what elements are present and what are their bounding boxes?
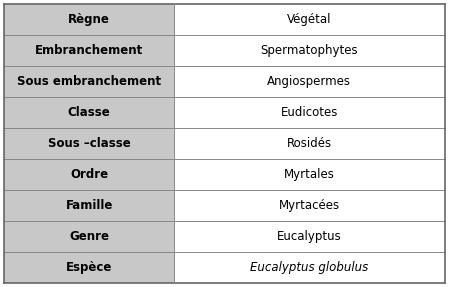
Text: Eucalyptus globulus: Eucalyptus globulus bbox=[250, 261, 368, 274]
Bar bbox=[174, 221, 445, 252]
Bar bbox=[174, 252, 445, 283]
Text: Embranchement: Embranchement bbox=[35, 44, 143, 57]
Bar bbox=[4, 35, 174, 66]
Text: Eudicotes: Eudicotes bbox=[281, 106, 338, 119]
Bar bbox=[4, 128, 174, 159]
Text: Famille: Famille bbox=[66, 199, 113, 212]
Bar bbox=[4, 159, 174, 190]
Text: Règne: Règne bbox=[68, 13, 110, 26]
Text: Espèce: Espèce bbox=[66, 261, 112, 274]
Text: Angiospermes: Angiospermes bbox=[267, 75, 351, 88]
Text: Myrtacées: Myrtacées bbox=[279, 199, 340, 212]
Bar bbox=[174, 4, 445, 35]
Bar bbox=[4, 66, 174, 97]
Bar bbox=[174, 97, 445, 128]
Text: Classe: Classe bbox=[68, 106, 110, 119]
Text: Sous –classe: Sous –classe bbox=[48, 137, 131, 150]
Bar bbox=[4, 221, 174, 252]
Bar bbox=[4, 4, 174, 35]
Bar bbox=[174, 35, 445, 66]
Text: Rosidés: Rosidés bbox=[286, 137, 332, 150]
Text: Eucalyptus: Eucalyptus bbox=[277, 230, 342, 243]
Bar bbox=[174, 128, 445, 159]
Bar bbox=[174, 159, 445, 190]
Text: Ordre: Ordre bbox=[70, 168, 108, 181]
Bar bbox=[4, 97, 174, 128]
Bar bbox=[174, 190, 445, 221]
Text: Spermatophytes: Spermatophytes bbox=[260, 44, 358, 57]
Bar bbox=[4, 252, 174, 283]
Text: Genre: Genre bbox=[69, 230, 109, 243]
Text: Végétal: Végétal bbox=[287, 13, 331, 26]
Text: Sous embranchement: Sous embranchement bbox=[17, 75, 161, 88]
Bar bbox=[174, 66, 445, 97]
Text: Myrtales: Myrtales bbox=[284, 168, 335, 181]
Bar bbox=[4, 190, 174, 221]
